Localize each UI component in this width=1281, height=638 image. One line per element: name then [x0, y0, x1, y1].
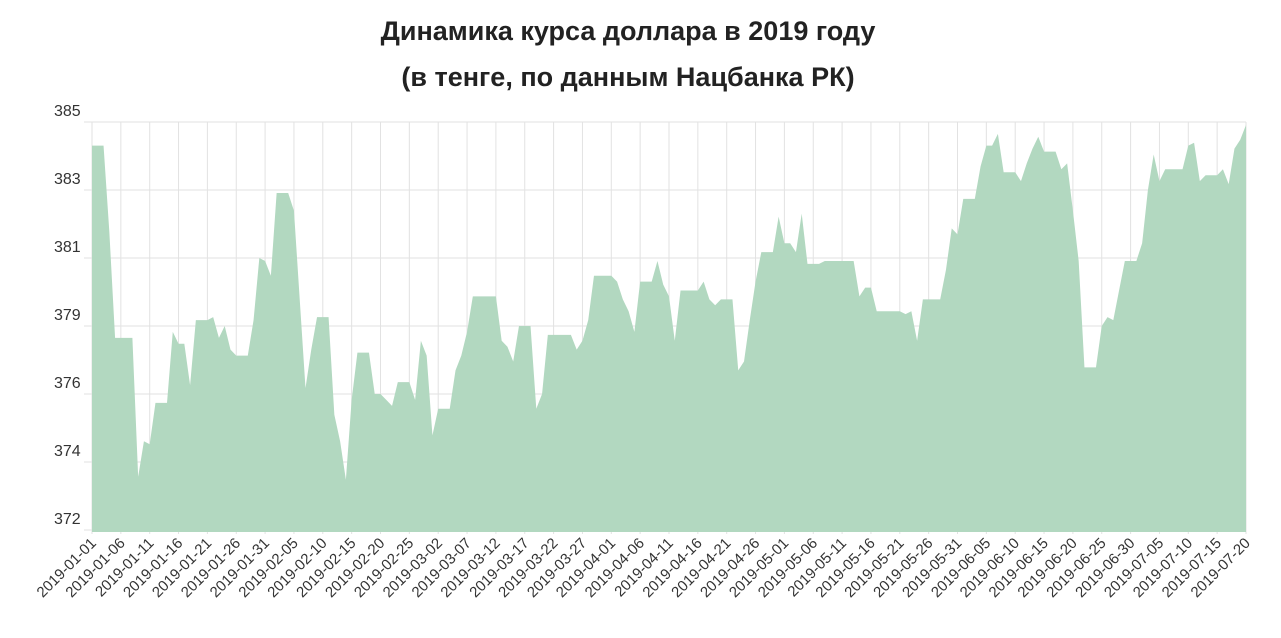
y-tick-label: 374	[54, 443, 81, 460]
y-tick-label: 385	[54, 103, 81, 120]
y-tick-label: 372	[54, 511, 81, 528]
y-tick-label: 383	[54, 171, 81, 188]
y-tick-label: 379	[54, 307, 81, 324]
y-tick-label: 376	[54, 375, 81, 392]
y-tick-label: 381	[54, 239, 81, 256]
chart-subtitle: (в тенге, по данным Нацбанка РК)	[401, 62, 854, 92]
chart-title: Динамика курса доллара в 2019 году	[381, 16, 876, 46]
area	[92, 124, 1246, 533]
